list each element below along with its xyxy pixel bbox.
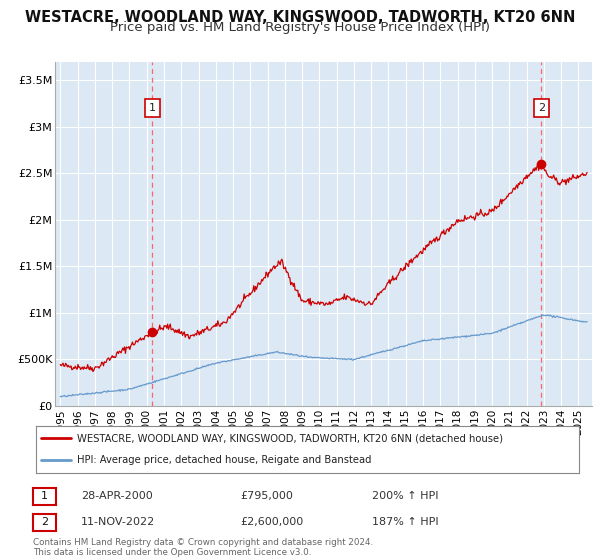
Text: Price paid vs. HM Land Registry's House Price Index (HPI): Price paid vs. HM Land Registry's House … — [110, 21, 490, 34]
Text: 187% ↑ HPI: 187% ↑ HPI — [372, 517, 439, 527]
Text: 1: 1 — [149, 103, 156, 113]
Text: 2: 2 — [41, 517, 48, 528]
Text: WESTACRE, WOODLAND WAY, KINGSWOOD, TADWORTH, KT20 6NN: WESTACRE, WOODLAND WAY, KINGSWOOD, TADWO… — [25, 10, 575, 25]
Text: 28-APR-2000: 28-APR-2000 — [81, 491, 153, 501]
Text: 2: 2 — [538, 103, 545, 113]
Text: WESTACRE, WOODLAND WAY, KINGSWOOD, TADWORTH, KT20 6NN (detached house): WESTACRE, WOODLAND WAY, KINGSWOOD, TADWO… — [77, 433, 503, 444]
Text: Contains HM Land Registry data © Crown copyright and database right 2024.
This d: Contains HM Land Registry data © Crown c… — [33, 538, 373, 557]
Text: 11-NOV-2022: 11-NOV-2022 — [81, 517, 155, 527]
Text: HPI: Average price, detached house, Reigate and Banstead: HPI: Average price, detached house, Reig… — [77, 455, 371, 465]
Text: 200% ↑ HPI: 200% ↑ HPI — [372, 491, 439, 501]
Text: £2,600,000: £2,600,000 — [240, 517, 303, 527]
Text: £795,000: £795,000 — [240, 491, 293, 501]
Text: 1: 1 — [41, 491, 48, 501]
